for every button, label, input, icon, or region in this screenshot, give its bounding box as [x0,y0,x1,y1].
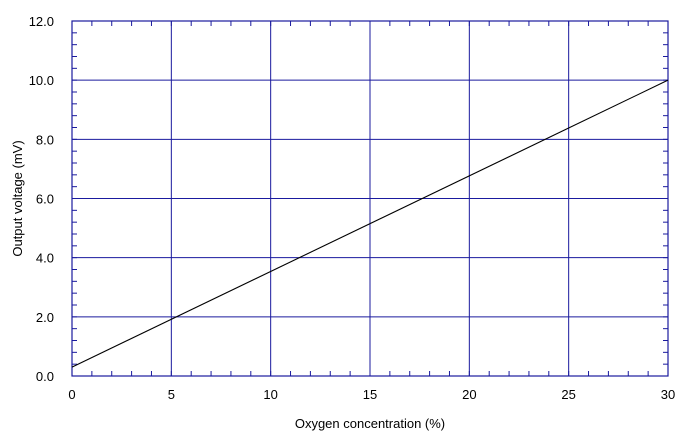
y-tick-label: 2.0 [36,310,54,325]
y-tick-label: 12.0 [29,14,54,29]
x-tick-labels: 0 5 10 15 20 25 30 [68,387,675,402]
series-line-0 [71,79,669,368]
x-tick-label: 0 [68,387,75,402]
x-tick-label: 10 [263,387,277,402]
x-tick-label: 25 [561,387,575,402]
grid [71,20,669,377]
y-axis-title: Output voltage (mV) [10,140,25,256]
y-tick-label: 4.0 [36,251,54,266]
y-tick-labels: 0.0 2.0 4.0 6.0 8.0 10.0 12.0 [29,14,54,384]
plot-frame [71,20,669,377]
y-tick-label: 6.0 [36,192,54,207]
x-tick-label: 20 [462,387,476,402]
x-axis-title: Oxygen concentration (%) [295,416,445,431]
y-tick-label: 0.0 [36,369,54,384]
y-tick-label: 8.0 [36,132,54,147]
x-tick-label: 15 [363,387,377,402]
x-tick-label: 5 [168,387,175,402]
y-tick-label: 10.0 [29,73,54,88]
series-layer [71,79,669,368]
x-tick-label: 30 [661,387,675,402]
